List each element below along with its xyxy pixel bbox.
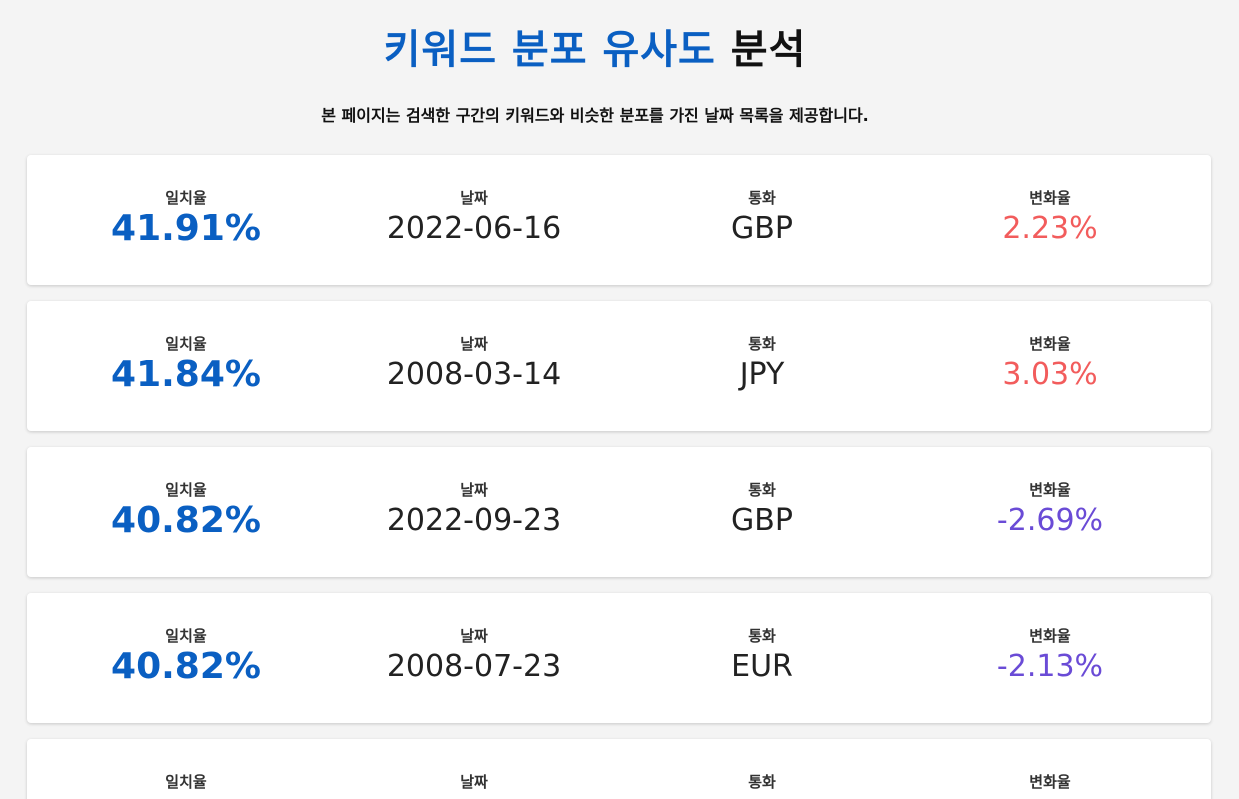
date-cell: 날짜 2008-03-14: [344, 335, 604, 393]
match-label: 일치율: [165, 773, 207, 791]
date-label: 날짜: [460, 335, 488, 353]
date-label: 날짜: [460, 627, 488, 645]
change-value: 2.23%: [1002, 211, 1098, 246]
currency-value: JPY: [739, 357, 785, 392]
match-value: 41.91%: [111, 208, 261, 249]
match-label: 일치율: [165, 335, 207, 353]
currency-value: GBP: [731, 211, 793, 246]
change-label: 변화율: [1029, 773, 1071, 791]
change-label: 변화율: [1029, 481, 1071, 499]
change-value: 3.03%: [1002, 357, 1098, 392]
date-label: 날짜: [460, 773, 488, 791]
currency-cell: 통화 GBP: [632, 189, 892, 247]
currency-label: 통화: [748, 335, 776, 353]
date-cell: 날짜: [344, 773, 604, 795]
match-value: 40.82%: [111, 646, 261, 687]
match-cell: 일치율 41.91%: [56, 189, 316, 247]
page-subtitle: 본 페이지는 검색한 구간의 키워드와 비슷한 분포를 가진 날짜 목록을 제공…: [321, 106, 869, 125]
page-title-highlight: 키워드 분포 유사도: [383, 27, 716, 73]
change-cell: 변화율 2.23%: [920, 189, 1180, 247]
date-cell: 날짜 2022-09-23: [344, 481, 604, 539]
result-card[interactable]: 일치율 41.91% 날짜 2022-06-16 통화 GBP 변화율 2.23…: [27, 155, 1211, 285]
result-card[interactable]: 일치율 날짜 통화 변화율: [27, 739, 1211, 799]
date-label: 날짜: [460, 189, 488, 207]
date-value: 2022-09-23: [386, 503, 562, 538]
date-value: 2022-06-16: [386, 211, 562, 246]
date-value: 2008-03-14: [386, 357, 562, 392]
currency-label: 통화: [748, 627, 776, 645]
result-card[interactable]: 일치율 41.84% 날짜 2008-03-14 통화 JPY 변화율 3.03…: [27, 301, 1211, 431]
date-label: 날짜: [460, 481, 488, 499]
page-title: 키워드 분포 유사도 분석: [0, 26, 1190, 74]
currency-value: GBP: [731, 503, 793, 538]
match-value: 41.84%: [111, 354, 261, 395]
currency-cell: 통화 JPY: [632, 335, 892, 393]
match-label: 일치율: [165, 481, 207, 499]
change-label: 변화율: [1029, 189, 1071, 207]
match-cell: 일치율 41.84%: [56, 335, 316, 393]
match-cell: 일치율 40.82%: [56, 627, 316, 685]
change-label: 변화율: [1029, 335, 1071, 353]
change-cell: 변화율 -2.13%: [920, 627, 1180, 685]
date-cell: 날짜 2022-06-16: [344, 189, 604, 247]
page-title-rest: 분석: [730, 27, 807, 73]
result-card[interactable]: 일치율 40.82% 날짜 2022-09-23 통화 GBP 변화율 -2.6…: [27, 447, 1211, 577]
match-value: 40.82%: [111, 500, 261, 541]
result-card[interactable]: 일치율 40.82% 날짜 2008-07-23 통화 EUR 변화율 -2.1…: [27, 593, 1211, 723]
date-cell: 날짜 2008-07-23: [344, 627, 604, 685]
result-list: 일치율 41.91% 날짜 2022-06-16 통화 GBP 변화율 2.23…: [27, 155, 1211, 799]
currency-label: 통화: [748, 481, 776, 499]
change-value: -2.69%: [996, 503, 1104, 538]
match-cell: 일치율 40.82%: [56, 481, 316, 539]
date-value: 2008-07-23: [386, 649, 562, 684]
change-value: -2.13%: [996, 649, 1104, 684]
change-cell: 변화율: [920, 773, 1180, 795]
currency-label: 통화: [748, 189, 776, 207]
match-cell: 일치율: [56, 773, 316, 795]
change-label: 변화율: [1029, 627, 1071, 645]
match-label: 일치율: [165, 627, 207, 645]
currency-cell: 통화: [632, 773, 892, 795]
change-cell: 변화율 3.03%: [920, 335, 1180, 393]
currency-value: EUR: [731, 649, 793, 684]
change-cell: 변화율 -2.69%: [920, 481, 1180, 539]
match-label: 일치율: [165, 189, 207, 207]
currency-cell: 통화 EUR: [632, 627, 892, 685]
currency-label: 통화: [748, 773, 776, 791]
currency-cell: 통화 GBP: [632, 481, 892, 539]
